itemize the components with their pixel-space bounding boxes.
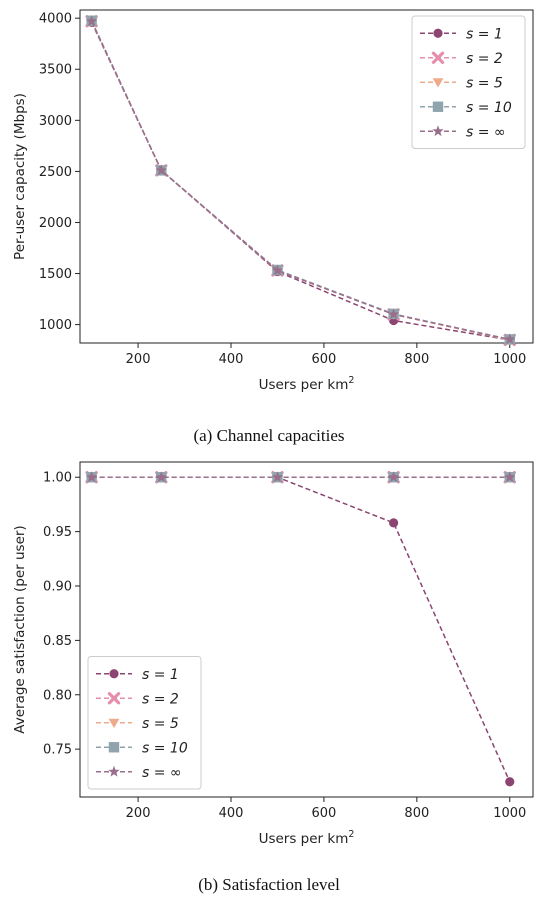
legend-label: s = 10 (466, 100, 512, 116)
y-tick-label: 4000 (39, 12, 72, 27)
y-tick-label: 3500 (39, 63, 72, 78)
x-tick-label: 600 (312, 806, 337, 821)
legend-marker (108, 718, 120, 728)
legend-label: s = 1 (466, 26, 503, 42)
data-point (387, 308, 400, 320)
y-tick-label: 1500 (39, 267, 72, 282)
data-point (85, 471, 98, 483)
data-point (85, 15, 98, 27)
x-tick-label: 1000 (493, 806, 526, 821)
y-tick-label: 0.95 (43, 525, 72, 540)
data-point (271, 264, 284, 276)
y-tick-label: 0.75 (43, 743, 72, 758)
x-tick-label: 800 (404, 806, 429, 821)
x-tick-label: 800 (404, 352, 429, 367)
data-point (155, 164, 168, 176)
legend-label: s = ∞ (466, 124, 506, 140)
x-tick-label: 600 (312, 352, 337, 367)
x-axis-label: Users per km2 (259, 829, 355, 847)
legend-marker (432, 125, 444, 137)
y-axis-label: Per-user capacity (Mbps) (12, 93, 28, 260)
legend-marker (107, 692, 121, 705)
y-tick-label: 0.85 (43, 634, 72, 649)
y-axis-label: Average satisfaction (per user) (12, 525, 28, 733)
legend-box (411, 15, 526, 149)
data-point (504, 471, 516, 483)
y-tick-label: 2500 (39, 165, 72, 180)
data-point (389, 518, 399, 528)
legend-label: s = 5 (142, 716, 179, 732)
chart-caption: (a) Channel capacities (193, 426, 344, 445)
x-tick-label: 1000 (493, 352, 526, 367)
chart-caption: (b) Satisfaction level (198, 875, 340, 894)
x-tick-label: 400 (219, 806, 244, 821)
y-tick-label: 0.80 (43, 688, 72, 703)
plot-frame (79, 9, 534, 344)
y-tick-label: 2000 (39, 216, 72, 231)
legend-marker (432, 78, 444, 88)
data-point (504, 333, 516, 345)
legend-marker (433, 28, 443, 38)
x-axis-label: Users per km2 (259, 375, 355, 393)
legend-label: s = 10 (142, 740, 188, 756)
legend-marker (109, 669, 119, 679)
legend-marker (108, 742, 120, 753)
data-point (155, 471, 168, 483)
data-point (505, 777, 515, 787)
y-tick-label: 3000 (39, 114, 72, 129)
legend-marker (431, 51, 445, 64)
y-tick-label: 1000 (39, 318, 72, 333)
y-tick-label: 1.00 (43, 471, 72, 486)
plot-frame (79, 461, 534, 798)
legend-box (87, 656, 202, 790)
legend-marker (108, 765, 120, 777)
x-tick-label: 200 (126, 352, 151, 367)
legend-label: s = 5 (466, 75, 503, 91)
data-point (387, 471, 400, 483)
series-line (90, 20, 510, 341)
legend-label: s = 2 (142, 691, 179, 707)
series-line (90, 21, 510, 341)
chart-channel-capacities: 200 400 600 800 1000 1000 1500 2000 2500 3000 3500… (12, 9, 534, 445)
x-tick-label: 400 (219, 352, 244, 367)
legend-label: s = 2 (466, 51, 503, 67)
legend-label: s = ∞ (142, 765, 182, 781)
y-tick-label: 0.90 (43, 579, 72, 594)
chart-satisfaction-level: 200 400 600 800 1000 0.75 0.80 0.85 0.90 0.95 1.00… (12, 461, 534, 894)
legend-label: s = 1 (142, 667, 179, 683)
legend-marker (432, 101, 444, 112)
data-point (271, 471, 284, 483)
x-tick-label: 200 (126, 806, 151, 821)
